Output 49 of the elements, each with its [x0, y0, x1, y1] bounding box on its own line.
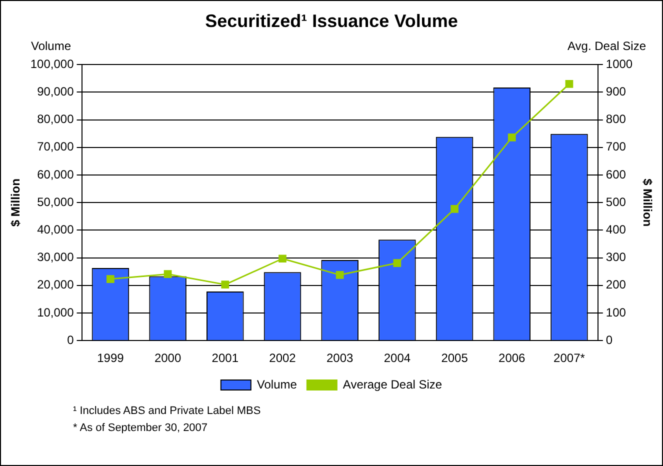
legend-label: Average Deal Size [342, 377, 442, 392]
point [508, 134, 516, 142]
text: Volume [31, 39, 72, 53]
y-tick-label: 30,000 [37, 250, 74, 264]
y2-tick-label: 400 [606, 222, 626, 237]
x-tick-label: 2000 [154, 351, 182, 366]
text: * As of September 30, 2007 [73, 421, 209, 436]
y-tick-label: 50,000 [37, 194, 74, 209]
y-tick-label: 60,000 [37, 167, 74, 182]
point [278, 254, 286, 263]
text: ¹ Includes ABS and Private Label MBS [73, 404, 261, 419]
x-tick-label: 1999 [97, 351, 124, 366]
y-tick-label: 40,000 [37, 222, 74, 237]
y-tick-label: 0 [67, 332, 74, 347]
y-tick-label: 70,000 [37, 140, 74, 154]
legend-label: Volume [256, 377, 298, 392]
y2-tick-label: 800 [606, 112, 626, 126]
y-tick-label: 90,000 [37, 84, 74, 99]
point [336, 270, 344, 279]
y-tick-label: 10,000 [37, 305, 74, 320]
point [164, 270, 172, 278]
y2-tick-label: 0 [606, 332, 613, 347]
x-tick-label: 2003 [326, 351, 354, 366]
y2-tick-label: 500 [606, 194, 626, 209]
point [106, 275, 114, 283]
y-axis-title: $ Million [8, 178, 23, 227]
point [565, 80, 574, 88]
y2-tick-label: 600 [606, 167, 626, 182]
y-tick-label: 80,000 [37, 112, 74, 126]
point [450, 205, 458, 213]
x-tick-label: 2006 [498, 351, 526, 366]
y2-tick-label: 700 [606, 140, 626, 154]
point [221, 280, 230, 289]
y2-tick-label: 300 [606, 250, 626, 264]
y-tick-label: 100,000 [30, 56, 74, 71]
y2-tick-label: 200 [606, 278, 626, 292]
x-tick-label: 2005 [441, 351, 468, 366]
chart-title: Securitized¹ Issuance Volume [205, 10, 458, 31]
x-tick-label: 2004 [384, 351, 411, 366]
x-tick-label: 2002 [269, 351, 296, 366]
y2-tick-label: 900 [606, 84, 626, 99]
text: Avg. Deal Size [568, 39, 646, 53]
y2-tick-label: 1000 [606, 56, 633, 71]
x-tick-label: 2001 [212, 351, 239, 366]
y2-axis-title: $ Million [640, 178, 654, 227]
point [393, 259, 402, 267]
y-tick-label: 20,000 [37, 278, 74, 292]
x-tick-label: 2007* [554, 351, 586, 366]
y2-tick-label: 100 [606, 305, 626, 320]
